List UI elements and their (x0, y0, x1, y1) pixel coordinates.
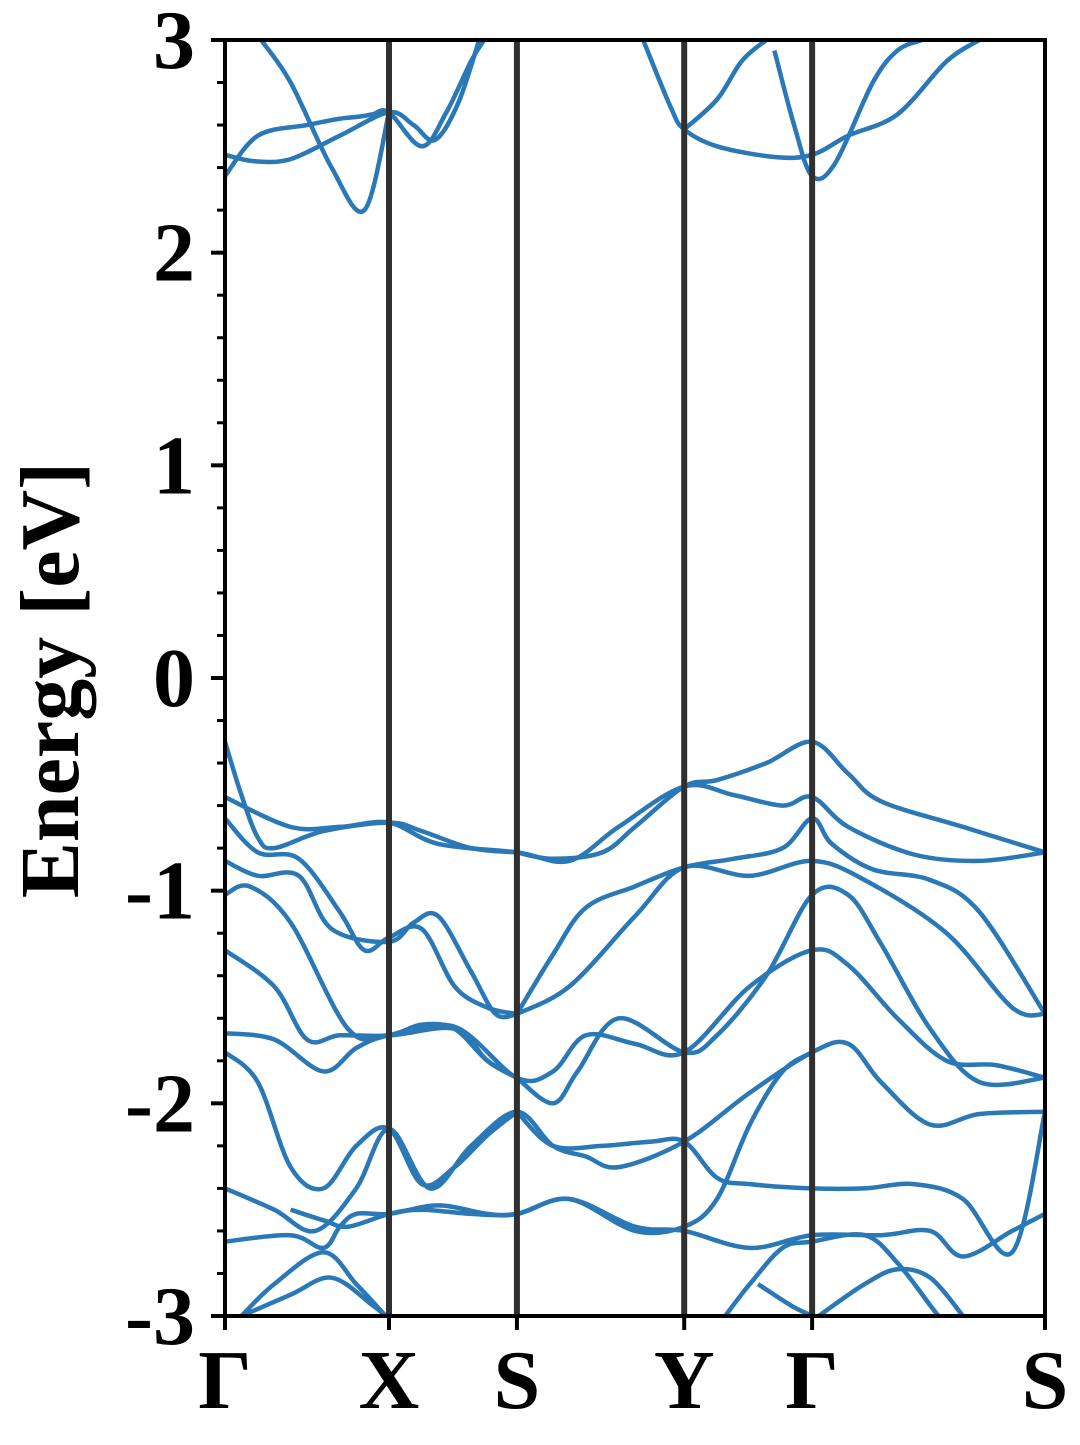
x-tick-label-0: Γ (198, 1334, 251, 1427)
band-line-2 (259, 40, 392, 215)
band-line-18 (225, 1039, 1045, 1234)
plot-frame (223, 38, 1047, 1318)
band-line-26 (817, 1266, 965, 1316)
band-line-13 (515, 858, 1045, 1018)
x-tick-label-2: S (494, 1334, 541, 1427)
band-line-5 (772, 40, 923, 182)
kpath-lines (386, 40, 816, 1316)
band-line-3 (641, 40, 981, 161)
band-line-6 (225, 741, 518, 855)
band-line-19 (515, 1110, 1045, 1257)
x-tick-label-5: S (1022, 1334, 1069, 1427)
band-line-10 (225, 858, 518, 1020)
y-tick-label-4: -1 (125, 845, 195, 938)
band-line-21 (289, 1050, 814, 1236)
y-axis-ticks: 3 2 1 0 -1 -2 -3 (125, 0, 225, 1363)
band-line-22 (239, 1249, 388, 1316)
band-line-14 (225, 948, 519, 1080)
band-line-16 (515, 884, 1045, 1106)
y-tick-label-0: 3 (153, 0, 195, 87)
y-tick-label-6: -3 (125, 1270, 195, 1363)
band-line-23 (240, 1275, 388, 1316)
band-line-1 (225, 40, 482, 165)
band-line-12 (514, 816, 1045, 1016)
y-tick-label-5: -2 (125, 1057, 195, 1150)
bands-layer (225, 40, 1045, 1316)
band-line-24 (723, 1232, 941, 1316)
band-line-17 (225, 1050, 519, 1192)
y-tick-label-1: 2 (153, 207, 195, 300)
band-line-15 (225, 947, 1045, 1084)
x-tick-label-1: X (359, 1334, 420, 1427)
y-tick-label-3: 0 (153, 632, 195, 725)
band-line-4 (682, 40, 768, 131)
y-tick-label-2: 1 (153, 419, 195, 512)
y-axis-label: Energy [eV] (4, 462, 97, 898)
band-line-9 (225, 816, 518, 1017)
band-line-0 (225, 40, 487, 178)
x-tick-label-4: Γ (785, 1334, 838, 1427)
band-line-8 (516, 739, 1045, 862)
x-tick-label-3: Y (654, 1334, 715, 1427)
band-line-7 (225, 782, 1045, 865)
band-line-25 (756, 1282, 814, 1316)
